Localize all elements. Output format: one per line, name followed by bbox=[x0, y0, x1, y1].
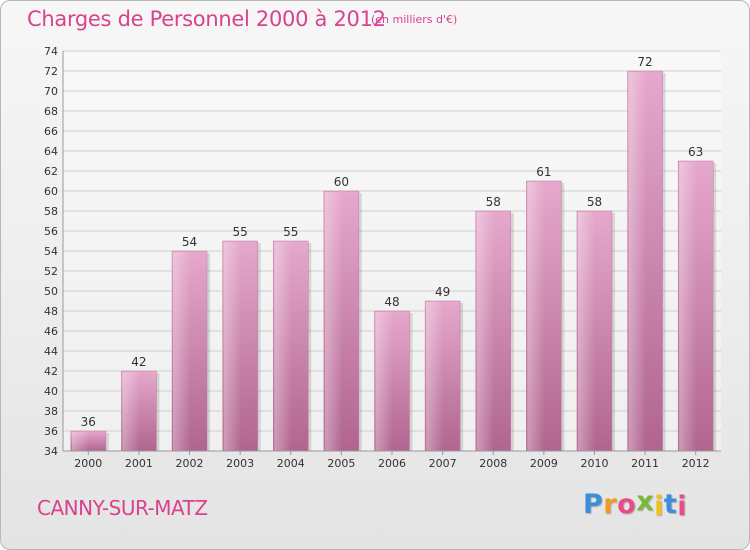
y-tick-label: 58 bbox=[44, 205, 58, 218]
bar-value-label: 72 bbox=[637, 55, 652, 69]
y-tick-label: 48 bbox=[44, 305, 58, 318]
logo-letter: r bbox=[603, 489, 618, 520]
bar-highlight bbox=[71, 432, 90, 451]
y-tick-label: 70 bbox=[44, 85, 58, 98]
y-tick-label: 62 bbox=[44, 165, 58, 178]
x-tick-label: 2009 bbox=[530, 457, 558, 470]
logo-letter: i bbox=[677, 491, 688, 522]
bar-highlight bbox=[476, 212, 495, 451]
logo-letter: i bbox=[654, 491, 664, 522]
y-tick-label: 56 bbox=[44, 225, 58, 238]
bar-value-label: 54 bbox=[182, 235, 197, 249]
x-tick-label: 2004 bbox=[277, 457, 305, 470]
bar-highlight bbox=[375, 312, 393, 451]
bar-value-label: 36 bbox=[81, 415, 96, 429]
y-tick-label: 52 bbox=[44, 265, 58, 278]
proxiti-logo: Proxiti bbox=[583, 486, 688, 522]
axis-layer: 34 36 38 40 42 44 46 48 50 52 54 56 58 60 62 64 66 68 70 72… bbox=[44, 45, 721, 470]
chart-title: Charges de Personnel 2000 à 2012 bbox=[27, 7, 386, 31]
x-tick-label: 2010 bbox=[580, 457, 608, 470]
bar-highlight bbox=[426, 302, 444, 451]
x-tick-label: 2003 bbox=[226, 457, 254, 470]
y-tick-label: 66 bbox=[44, 125, 58, 138]
bar-value-label: 58 bbox=[486, 195, 501, 209]
bar-highlight bbox=[122, 372, 140, 451]
logo-letter: o bbox=[617, 489, 637, 520]
bar-highlight bbox=[679, 162, 697, 451]
bar-value-label: 63 bbox=[688, 145, 703, 159]
logo-letter: x bbox=[636, 486, 655, 517]
y-tick-label: 50 bbox=[44, 285, 58, 298]
y-tick-label: 64 bbox=[44, 145, 58, 158]
bar-value-label: 48 bbox=[384, 295, 399, 309]
bar-highlight bbox=[223, 242, 242, 451]
y-tick-label: 34 bbox=[44, 445, 58, 458]
chart-subtitle: (en milliers d'€) bbox=[371, 13, 458, 26]
x-tick-label: 2006 bbox=[378, 457, 406, 470]
x-tick-label: 2012 bbox=[682, 457, 710, 470]
y-tick-label: 74 bbox=[44, 45, 58, 58]
bar-value-label: 55 bbox=[233, 225, 248, 239]
y-tick-label: 38 bbox=[44, 405, 58, 418]
bar-highlight bbox=[173, 252, 191, 451]
y-tick-label: 42 bbox=[44, 365, 58, 378]
bar-highlight bbox=[577, 212, 596, 451]
logo-letter: P bbox=[583, 489, 604, 520]
x-tick-label: 2011 bbox=[631, 457, 659, 470]
x-tick-label: 2005 bbox=[327, 457, 355, 470]
bars-layer: 36 42 54 55 55 60 48 49 58 61 58 72 63 bbox=[70, 55, 717, 452]
x-tick-label: 2000 bbox=[74, 457, 102, 470]
y-tick-label: 36 bbox=[44, 425, 58, 438]
bar-value-label: 58 bbox=[587, 195, 602, 209]
commune-name: CANNY-SUR-MATZ bbox=[37, 496, 208, 520]
bar-highlight bbox=[274, 242, 292, 451]
x-tick-label: 2001 bbox=[125, 457, 153, 470]
y-tick-label: 60 bbox=[44, 185, 58, 198]
x-tick-label: 2007 bbox=[429, 457, 457, 470]
y-tick-label: 44 bbox=[44, 345, 58, 358]
bar-highlight bbox=[527, 182, 545, 451]
y-tick-label: 46 bbox=[44, 325, 58, 338]
y-tick-label: 72 bbox=[44, 65, 58, 78]
y-tick-label: 40 bbox=[44, 385, 58, 398]
bar-value-label: 49 bbox=[435, 285, 450, 299]
x-tick-label: 2008 bbox=[479, 457, 507, 470]
bar-value-label: 42 bbox=[131, 355, 146, 369]
logo-letter: t bbox=[663, 489, 678, 520]
y-tick-label: 68 bbox=[44, 105, 58, 118]
bar-highlight bbox=[324, 192, 343, 451]
bar-value-label: 60 bbox=[334, 175, 349, 189]
bar-value-label: 55 bbox=[283, 225, 298, 239]
y-tick-label: 54 bbox=[44, 245, 58, 258]
bar-highlight bbox=[628, 72, 647, 451]
bar-value-label: 61 bbox=[536, 165, 551, 179]
x-tick-label: 2002 bbox=[176, 457, 204, 470]
